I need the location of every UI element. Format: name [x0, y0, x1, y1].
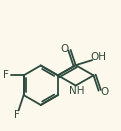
- Text: O: O: [61, 44, 69, 54]
- Text: F: F: [3, 70, 9, 80]
- Text: F: F: [14, 110, 20, 121]
- Text: O: O: [100, 87, 108, 97]
- Text: OH: OH: [91, 52, 107, 62]
- Text: NH: NH: [69, 86, 85, 96]
